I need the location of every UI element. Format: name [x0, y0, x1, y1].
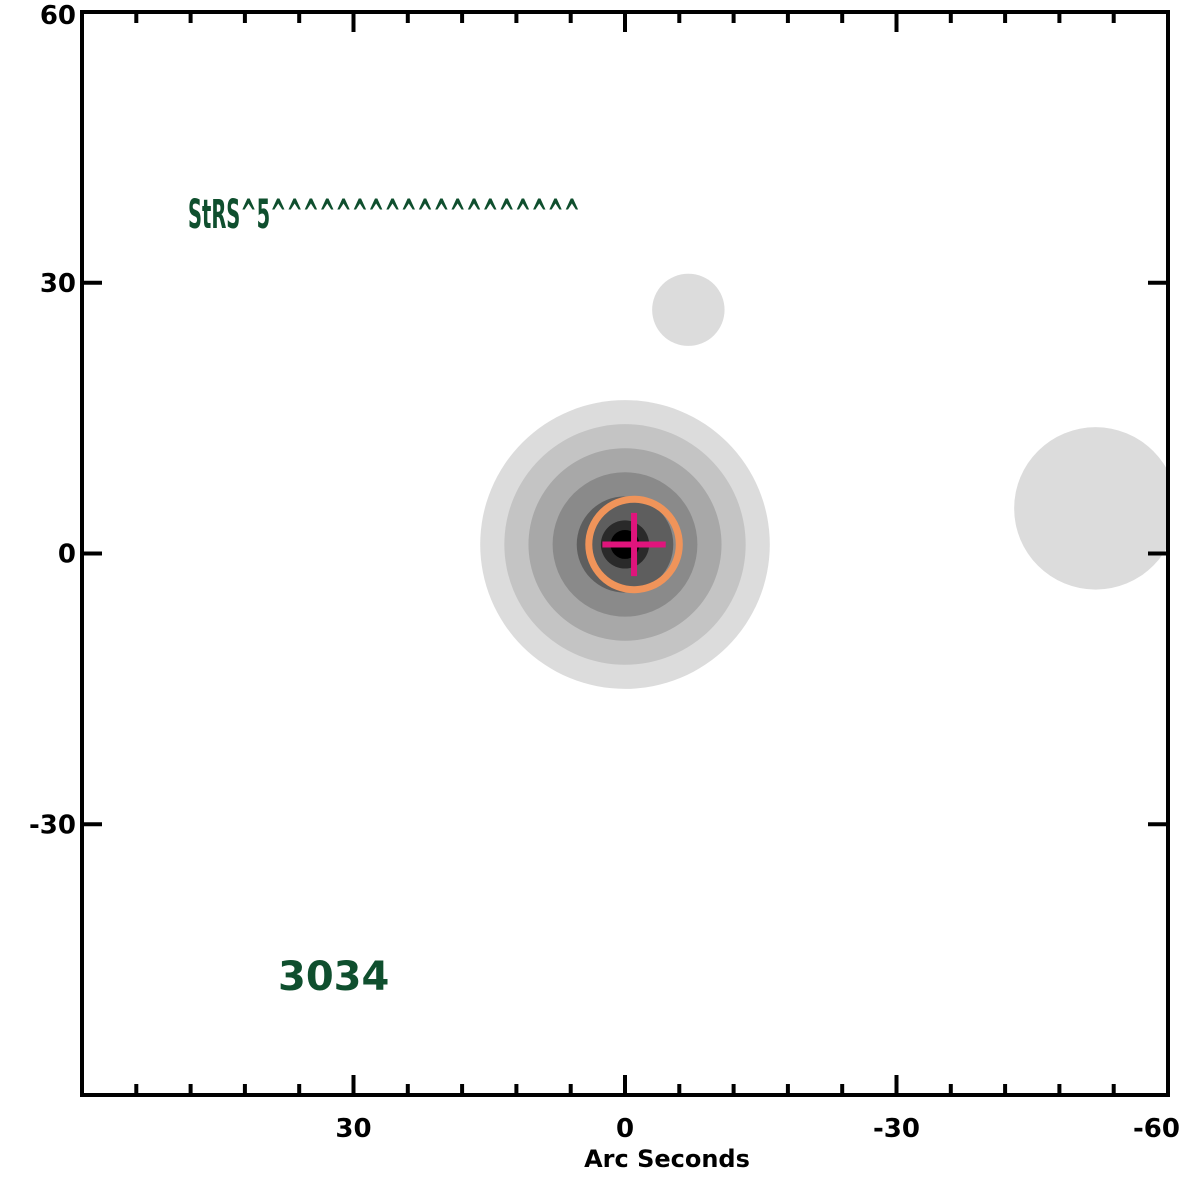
source-overlay	[585, 495, 683, 594]
x-axis-title: Arc Seconds	[584, 1145, 750, 1173]
source-2-level-0	[1014, 427, 1168, 590]
x-tick-label: -30	[873, 1114, 920, 1144]
annotation-label-bottom: 3034	[278, 954, 389, 1000]
annotation-label-top: StRS^5^^^^^^^^^^^^^^^^^^^	[188, 192, 580, 238]
aperture-circle	[585, 495, 683, 594]
y-tick-label: 30	[40, 269, 76, 299]
x-tick-label: -60	[1133, 1114, 1180, 1144]
x-tick-label: 30	[335, 1114, 371, 1144]
x-tick-label: 0	[616, 1114, 634, 1144]
intensity-map	[480, 273, 1168, 689]
y-tick-label: 0	[58, 540, 76, 570]
y-tick-label: -30	[29, 810, 76, 840]
source-1-level-0	[652, 273, 725, 346]
y-tick-label: 60	[40, 1, 76, 31]
axis-tick-labels: 30 0 -30 -60 60 30 0 -30	[29, 1, 1180, 1144]
axis-ticks	[80, 10, 1170, 1095]
